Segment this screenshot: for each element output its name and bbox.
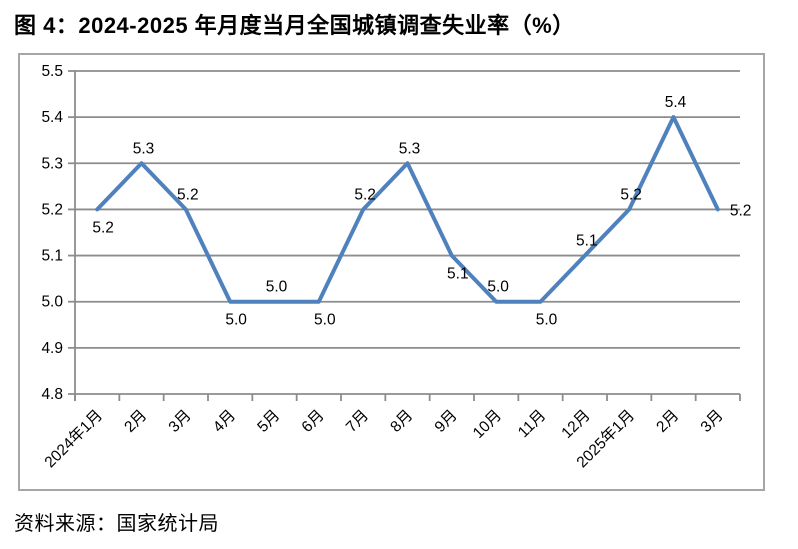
- data-point-label: 5.0: [487, 279, 509, 296]
- y-tick-label: 5.4: [41, 109, 63, 126]
- x-tick-label: 5月: [254, 407, 283, 436]
- x-tick-label: 10月: [470, 407, 505, 442]
- y-tick-label: 5.5: [41, 63, 63, 80]
- y-tick-label: 5.0: [41, 294, 63, 311]
- data-point-label: 5.2: [354, 186, 376, 203]
- data-point-label: 5.2: [92, 219, 114, 236]
- x-tick-label: 3月: [698, 407, 727, 436]
- data-point-label: 5.0: [225, 312, 247, 329]
- data-point-label: 5.2: [730, 202, 752, 219]
- y-tick-label: 5.1: [41, 248, 63, 265]
- x-tick-label: 2月: [121, 407, 150, 436]
- series-line: [95, 115, 720, 304]
- data-point-label: 5.2: [620, 186, 642, 203]
- line-chart: 5.5 5.4 5.3 5.2 5.1 5.0 4.9 4.8 2024年1月 2月 3月 4月 5月 6…: [41, 63, 752, 471]
- x-tick-label: 7月: [343, 407, 372, 436]
- data-point-label: 5.0: [536, 312, 558, 329]
- x-tick-label: 2024年1月: [41, 406, 106, 471]
- data-point-label: 5.2: [177, 186, 199, 203]
- x-tick-label: 12月: [558, 407, 593, 442]
- y-tick-label: 4.9: [41, 340, 63, 357]
- data-point-label: 5.3: [133, 140, 155, 157]
- y-tick-label: 5.3: [41, 155, 63, 172]
- y-tick-label: 5.2: [41, 201, 63, 218]
- y-tick-label: 4.8: [41, 386, 63, 403]
- chart-frame: 5.5 5.4 5.3 5.2 5.1 5.0 4.9 4.8 2024年1月 2月 3月 4月 5月 6…: [18, 53, 765, 491]
- data-point-label: 5.1: [447, 266, 469, 283]
- x-tick-label: 4月: [210, 407, 239, 436]
- data-point-label: 5.0: [266, 279, 288, 296]
- x-tick-label: 3月: [166, 407, 195, 436]
- data-point-label: 5.3: [399, 140, 421, 157]
- data-point-label: 5.0: [314, 312, 336, 329]
- x-tick-label: 2月: [653, 407, 682, 436]
- source-note: 资料来源：国家统计局: [14, 513, 219, 535]
- x-tick-label: 8月: [387, 407, 416, 436]
- chart-title: 图 4：2024-2025 年月度当月全国城镇调查失业率（%）: [14, 13, 575, 38]
- x-tick-label: 11月: [515, 407, 549, 441]
- data-point-label: 5.1: [576, 233, 598, 250]
- x-tick-label: 9月: [432, 407, 461, 436]
- data-point-label: 5.4: [665, 94, 687, 111]
- x-tick-label: 6月: [299, 407, 328, 436]
